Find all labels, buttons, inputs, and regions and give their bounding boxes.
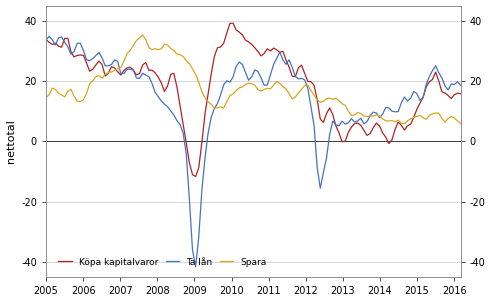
Köpa kapitalvaror (134, 73, 139, 77)
Köpa kapitalvaror (458, 92, 464, 95)
Ta lån (43, 38, 49, 42)
Ta lån (436, 71, 442, 75)
Spara (43, 96, 49, 99)
Legend: Köpa kapitalvaror, Ta lån, Spara: Köpa kapitalvaror, Ta lån, Spara (55, 254, 271, 270)
Spara (205, 100, 211, 104)
Köpa kapitalvaror (205, 92, 211, 96)
Spara (436, 111, 442, 115)
Köpa kapitalvaror (146, 69, 152, 72)
Köpa kapitalvaror (230, 21, 236, 25)
Ta lån (439, 76, 445, 80)
Ta lån (68, 52, 74, 56)
Köpa kapitalvaror (439, 90, 445, 93)
Ta lån (458, 83, 464, 87)
Ta lån (192, 265, 198, 268)
Ta lån (208, 115, 214, 119)
Köpa kapitalvaror (43, 38, 49, 41)
Spara (65, 89, 71, 93)
Ta lån (46, 34, 52, 38)
Köpa kapitalvaror (65, 37, 71, 40)
Köpa kapitalvaror (192, 175, 198, 178)
Spara (139, 33, 145, 37)
Spara (134, 39, 139, 42)
Ta lån (136, 77, 142, 80)
Line: Köpa kapitalvaror: Köpa kapitalvaror (46, 23, 461, 176)
Line: Ta lån: Ta lån (46, 36, 461, 267)
Spara (458, 122, 464, 125)
Spara (439, 117, 445, 120)
Köpa kapitalvaror (436, 79, 442, 82)
Y-axis label: nettotal: nettotal (5, 120, 16, 163)
Ta lån (149, 82, 155, 85)
Spara (149, 48, 155, 51)
Line: Spara: Spara (46, 35, 461, 124)
Spara (402, 122, 408, 126)
